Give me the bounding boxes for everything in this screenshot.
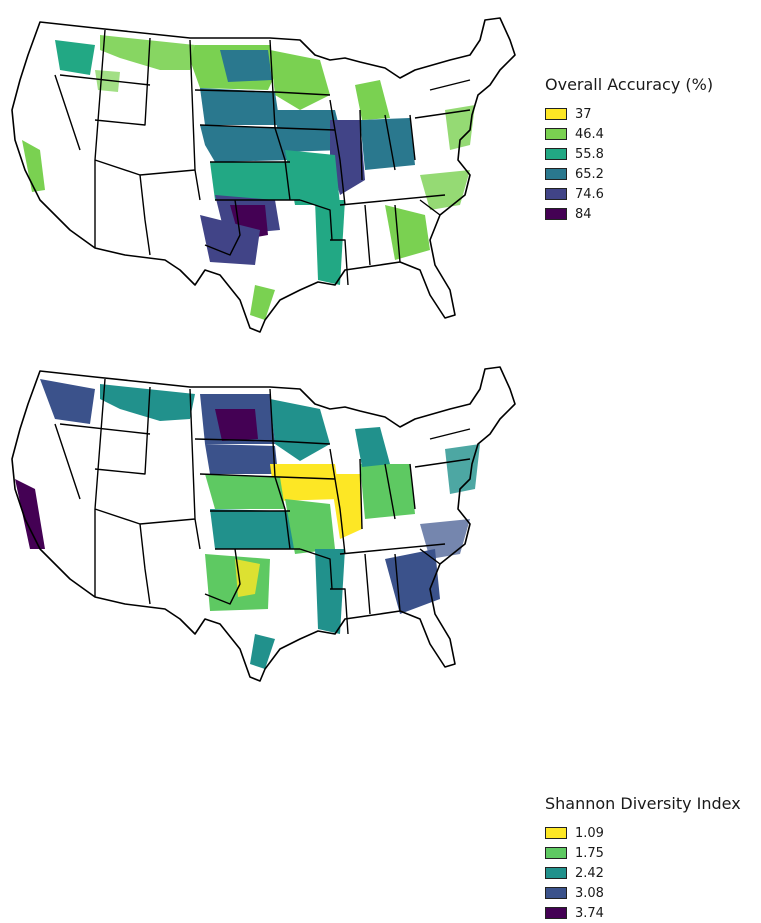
legend-title: Shannon Diversity Index <box>545 794 741 813</box>
legend-label: 1.75 <box>575 845 604 861</box>
region-michigan <box>355 80 390 120</box>
legend-item: 1.09 <box>545 823 741 843</box>
legend-label: 3.08 <box>575 885 604 901</box>
legend-item: 46.4 <box>545 124 713 144</box>
diversity-map-panel: Shannon Diversity Index 1.09 1.75 2.42 3… <box>0 349 761 921</box>
legend-label: 3.74 <box>575 905 604 921</box>
region-northeast <box>445 444 480 494</box>
accuracy-legend: Overall Accuracy (%) 37 46.4 55.8 65.2 7… <box>545 75 713 224</box>
legend-swatch <box>545 907 567 919</box>
region-pnw <box>40 379 95 424</box>
region-sd <box>200 88 280 125</box>
diversity-map <box>11 366 516 682</box>
region-montana-north <box>100 384 195 421</box>
legend-label: 74.6 <box>575 186 604 202</box>
us-outline <box>11 366 516 682</box>
legend-label: 55.8 <box>575 146 604 162</box>
region-texas-mid <box>200 215 260 265</box>
legend-label: 84 <box>575 206 592 222</box>
diversity-fill <box>15 379 480 669</box>
legend-swatch <box>545 847 567 859</box>
legend-item: 37 <box>545 104 713 124</box>
region-georgia <box>385 205 430 260</box>
region-iowa <box>275 110 345 152</box>
legend-item: 3.74 <box>545 903 741 923</box>
region-michigan <box>355 427 390 467</box>
legend-swatch <box>545 128 567 140</box>
legend-title: Overall Accuracy (%) <box>545 75 714 94</box>
region-southeast <box>385 549 440 614</box>
boundary-lines <box>54 29 471 286</box>
region-montana-north <box>100 35 195 70</box>
legend-swatch <box>545 867 567 879</box>
boundary-lines <box>54 378 471 635</box>
us-outline <box>11 17 516 333</box>
accuracy-map <box>11 17 516 333</box>
legend-swatch <box>545 168 567 180</box>
region-mid-atlantic <box>445 105 475 150</box>
legend-item: 3.08 <box>545 883 741 903</box>
region-minnesota <box>270 399 330 461</box>
region-nebraska <box>205 474 285 509</box>
region-sd <box>205 444 278 474</box>
region-kansas <box>210 162 298 200</box>
legend-item: 65.2 <box>545 164 713 184</box>
region-texas-coast <box>250 634 275 669</box>
legend-swatch <box>545 108 567 120</box>
region-california <box>15 479 45 549</box>
region-north-texas <box>235 559 260 597</box>
legend-swatch <box>545 827 567 839</box>
state-boundaries <box>11 17 516 333</box>
diversity-legend: Shannon Diversity Index 1.09 1.75 2.42 3… <box>545 794 741 923</box>
region-illinois <box>330 120 365 195</box>
legend-item: 84 <box>545 204 713 224</box>
region-indiana-ohio <box>360 118 415 170</box>
legend-item: 2.42 <box>545 863 741 883</box>
legend-swatch <box>545 887 567 899</box>
region-texas-coast <box>250 285 275 320</box>
legend-label: 65.2 <box>575 166 604 182</box>
legend-item: 74.6 <box>545 184 713 204</box>
region-kansas <box>210 509 295 549</box>
accuracy-fill <box>22 35 475 320</box>
region-indiana-ohio <box>360 464 415 519</box>
region-dakota-core <box>215 409 258 441</box>
region-delta <box>315 200 345 285</box>
region-nebraska <box>200 125 290 162</box>
region-illinois <box>330 474 362 539</box>
legend-swatch <box>545 188 567 200</box>
legend-label: 2.42 <box>575 865 604 881</box>
region-pnw <box>55 40 95 75</box>
legend-item: 1.75 <box>545 843 741 863</box>
region-carolinas <box>420 170 470 210</box>
legend-item: 55.8 <box>545 144 713 164</box>
accuracy-map-panel: Overall Accuracy (%) 37 46.4 55.8 65.2 7… <box>0 0 761 348</box>
region-north-dakota-core <box>220 50 272 82</box>
region-california <box>22 140 45 192</box>
legend-label: 46.4 <box>575 126 604 142</box>
legend-swatch <box>545 208 567 220</box>
region-delta <box>315 549 345 634</box>
legend-label: 37 <box>575 106 592 122</box>
region-iowa <box>270 464 340 501</box>
legend-swatch <box>545 148 567 160</box>
region-minnesota <box>270 50 330 110</box>
region-missouri <box>285 150 340 205</box>
legend-label: 1.09 <box>575 825 604 841</box>
state-boundaries <box>11 366 516 682</box>
region-missouri <box>285 499 335 554</box>
